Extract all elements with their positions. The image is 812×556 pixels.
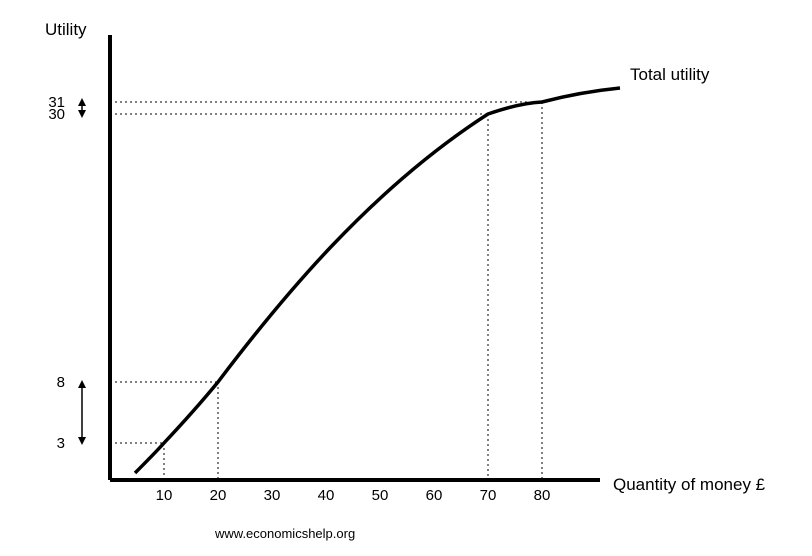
x-tick-30: 30	[264, 487, 281, 504]
source-label: www.economicshelp.org	[214, 526, 355, 541]
utility-chart: Utility 10 20 30 40 50 60 70 80 Quantity…	[0, 0, 812, 556]
y-mark-3: 3	[57, 435, 65, 452]
x-tick-40: 40	[318, 487, 335, 504]
x-axis-label: Quantity of money £	[613, 475, 766, 494]
x-tick-80: 80	[534, 487, 551, 504]
x-tick-70: 70	[480, 487, 497, 504]
y-axis-label: Utility	[45, 20, 87, 39]
curve-label: Total utility	[630, 65, 710, 84]
y-mark-31: 31	[48, 94, 65, 111]
y-mark-8: 8	[57, 374, 65, 391]
utility-curve	[135, 88, 620, 473]
arrow-3-8	[78, 380, 86, 445]
x-tick-60: 60	[426, 487, 443, 504]
x-tick-20: 20	[210, 487, 227, 504]
x-tick-10: 10	[156, 487, 173, 504]
x-tick-50: 50	[372, 487, 389, 504]
arrow-30-31	[78, 98, 86, 118]
